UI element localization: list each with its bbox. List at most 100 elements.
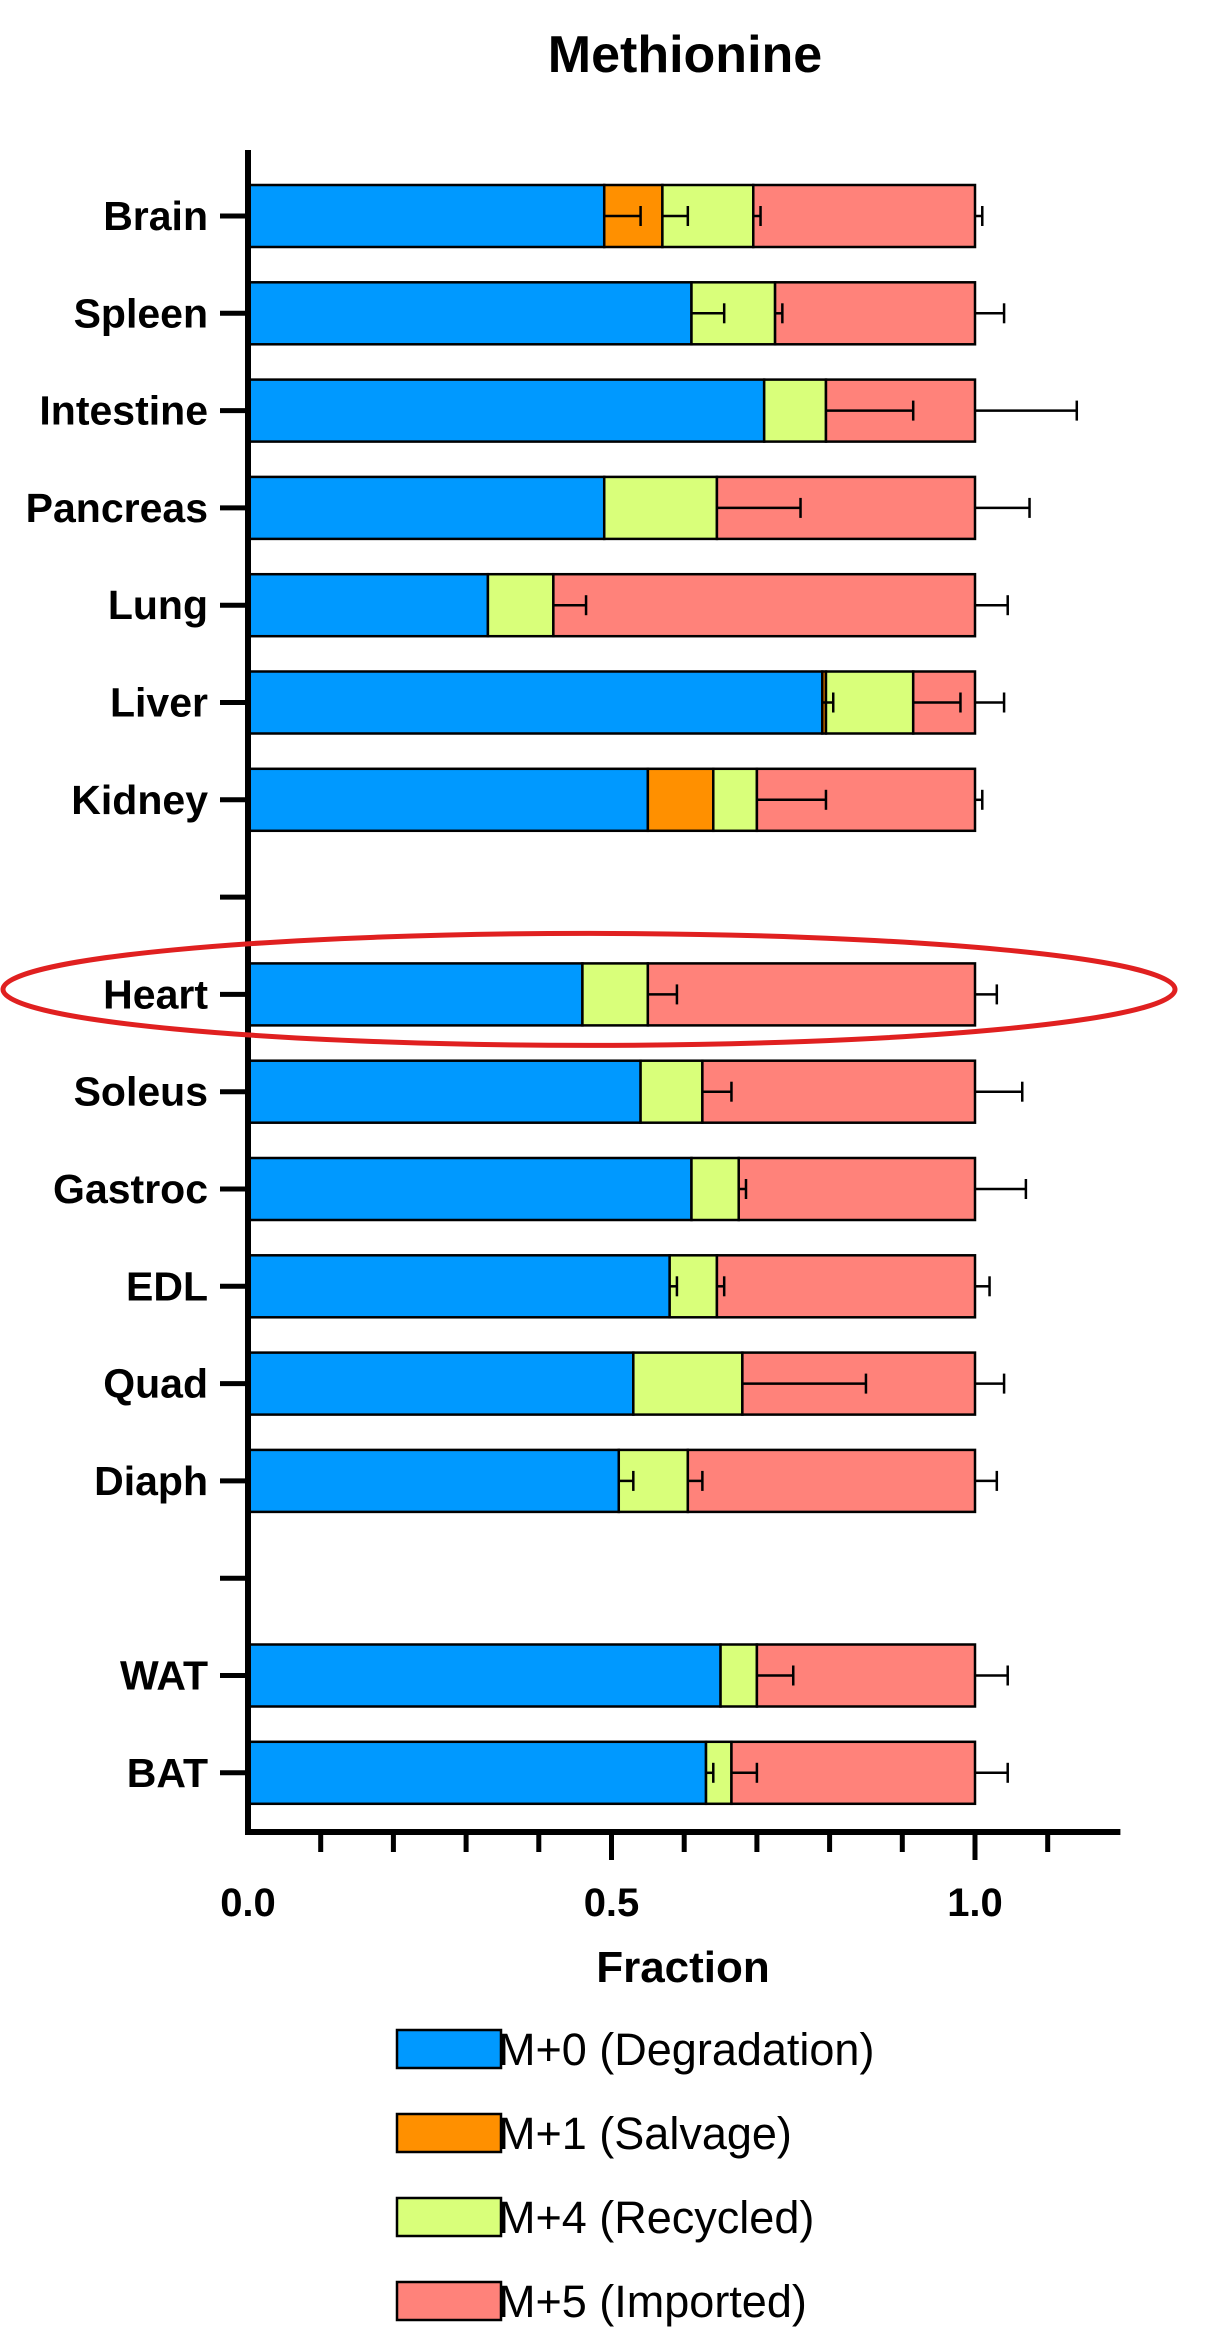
error-bar-quad-m-4 [742,1373,868,1394]
bar-spleen-m-0 [246,281,693,346]
error-bar-gastroc-m-5 [975,1179,1028,1199]
error-bar-edl-m-4 [716,1276,726,1297]
error-bar-spleen-m-4 [775,303,784,324]
bar-spleen-m-5 [773,281,977,346]
error-bar-diaph-m-5 [975,1470,999,1491]
error-bar-wat-m-5 [975,1665,1009,1686]
error-bar-heart-m-5 [975,984,999,1005]
legend: M+0 (Degradation) M+1 (Salvage) M+4 (Recyc… [395,2024,874,2327]
error-bar-intestine-m-5 [975,400,1079,421]
legend-label: M+1 (Salvage) [498,2108,792,2159]
bar-diaph-m-5 [686,1448,977,1514]
bars-layer [246,183,977,1806]
highlight-layer [0,930,1178,1048]
error-bar-spleen-m-1 [691,303,726,324]
error-bar-intestine-m-4 [825,400,915,421]
error-bar-liver-m-0 [822,692,835,713]
error-bar-wat-m-4 [756,1665,795,1686]
bar-wat-m-0 [246,1643,722,1708]
bar-diaph-m-0 [246,1448,621,1514]
legend-swatch [395,2196,503,2238]
x-tick-label-0-0: 0.0 [220,1881,276,1925]
highlight-ellipse-heart [0,930,1178,1048]
bar-bat-m-5 [730,1740,977,1806]
legend-swatch [395,2028,503,2070]
bar-brain-m-5 [752,183,977,249]
error-bars-layer [553,206,1079,1783]
legend-label: M+5 (Imported) [498,2276,807,2327]
error-bar-lung-m-5 [975,595,1009,616]
bar-liver-m-0 [246,670,824,735]
bar-kidney-m-4 [712,767,759,833]
y-tick-label-pancreas: Pancreas [26,485,208,531]
error-bar-diaph-m-1 [618,1470,635,1491]
y-tick-label-bat: BAT [127,1750,208,1796]
error-bar-heart-m-4 [647,984,679,1005]
legend-item-m-1: M+1 (Salvage) [395,2108,792,2159]
error-bar-gastroc-m-4 [738,1179,748,1199]
bar-brain-m-0 [246,183,606,249]
y-tick-label-gastroc: Gastroc [53,1166,208,1212]
y-tick-label-kidney: Kidney [71,777,208,823]
error-bar-pancreas-m-4 [716,497,802,518]
x-tick-label-0-5: 0.5 [584,1881,640,1925]
legend-swatch [395,2112,503,2154]
legend-item-m-0: M+0 (Degradation) [395,2024,874,2075]
error-bar-pancreas-m-5 [975,497,1031,518]
bar-soleus-m-0 [246,1059,642,1124]
bar-edl-m-5 [715,1254,977,1319]
bar-soleus-m-4 [639,1059,704,1124]
bar-kidney-m-1 [646,767,715,833]
error-bar-kidney-m-4 [756,789,828,810]
bar-intestine-m-4 [762,378,828,443]
y-tick-label-soleus: Soleus [74,1069,208,1115]
legend-item-m-4: M+4 (Recycled) [395,2192,814,2243]
bar-lung-m-4 [486,572,555,638]
error-bar-bat-m-0 [706,1762,715,1783]
bar-heart-m-4 [581,962,650,1027]
bar-liver-m-4 [824,670,915,735]
error-bar-soleus-m-4 [702,1081,733,1102]
bar-gastroc-m-4 [690,1156,740,1222]
error-bar-liver-m-5 [975,692,1006,713]
bar-bat-m-0 [246,1740,708,1806]
y-tick-label-diaph: Diaph [94,1458,208,1504]
bar-quad-m-0 [246,1351,635,1416]
error-bar-lung-m-4 [553,595,588,616]
y-tick-label-edl: EDL [126,1263,208,1309]
bar-gastroc-m-0 [246,1156,693,1222]
bar-lung-m-0 [246,572,490,638]
bar-pancreas-m-0 [246,475,606,541]
y-tick-label-heart: Heart [103,971,208,1017]
x-tick-label-1-0: 1.0 [947,1881,1003,1925]
bar-intestine-m-0 [246,378,766,443]
error-bar-soleus-m-5 [975,1081,1024,1102]
bar-quad-m-4 [632,1351,744,1416]
error-bar-liver-m-4 [913,692,962,713]
error-bar-edl-m-0 [669,1276,679,1297]
bar-gastroc-m-5 [737,1156,977,1222]
legend-swatch [395,2280,503,2322]
error-bar-edl-m-5 [975,1276,991,1297]
error-bar-brain-m-0 [604,206,642,226]
bar-heart-m-5 [646,962,977,1027]
chart-title: Methionine [548,26,822,84]
bar-lung-m-5 [552,572,977,638]
error-bar-brain-m-1 [662,206,690,226]
axes-layer: Brain Spleen Intestine Pancreas Lung Liver Kid… [26,150,1121,1925]
error-bar-spleen-m-5 [975,303,1006,324]
y-tick-label-quad: Quad [103,1361,208,1407]
y-tick-label-intestine: Intestine [39,388,208,434]
y-tick-label-lung: Lung [108,582,208,628]
bar-wat-m-4 [719,1643,759,1708]
y-tick-label-liver: Liver [110,680,208,726]
bar-edl-m-0 [246,1254,671,1319]
error-bar-kidney-m-5 [975,789,984,810]
y-tick-label-brain: Brain [103,193,208,239]
error-bar-brain-m-5 [975,206,984,226]
error-bar-bat-m-4 [731,1762,759,1783]
error-bar-brain-m-4 [753,206,762,226]
bar-kidney-m-0 [246,767,650,833]
legend-item-m-5: M+5 (Imported) [395,2276,807,2327]
y-tick-label-spleen: Spleen [74,290,208,336]
